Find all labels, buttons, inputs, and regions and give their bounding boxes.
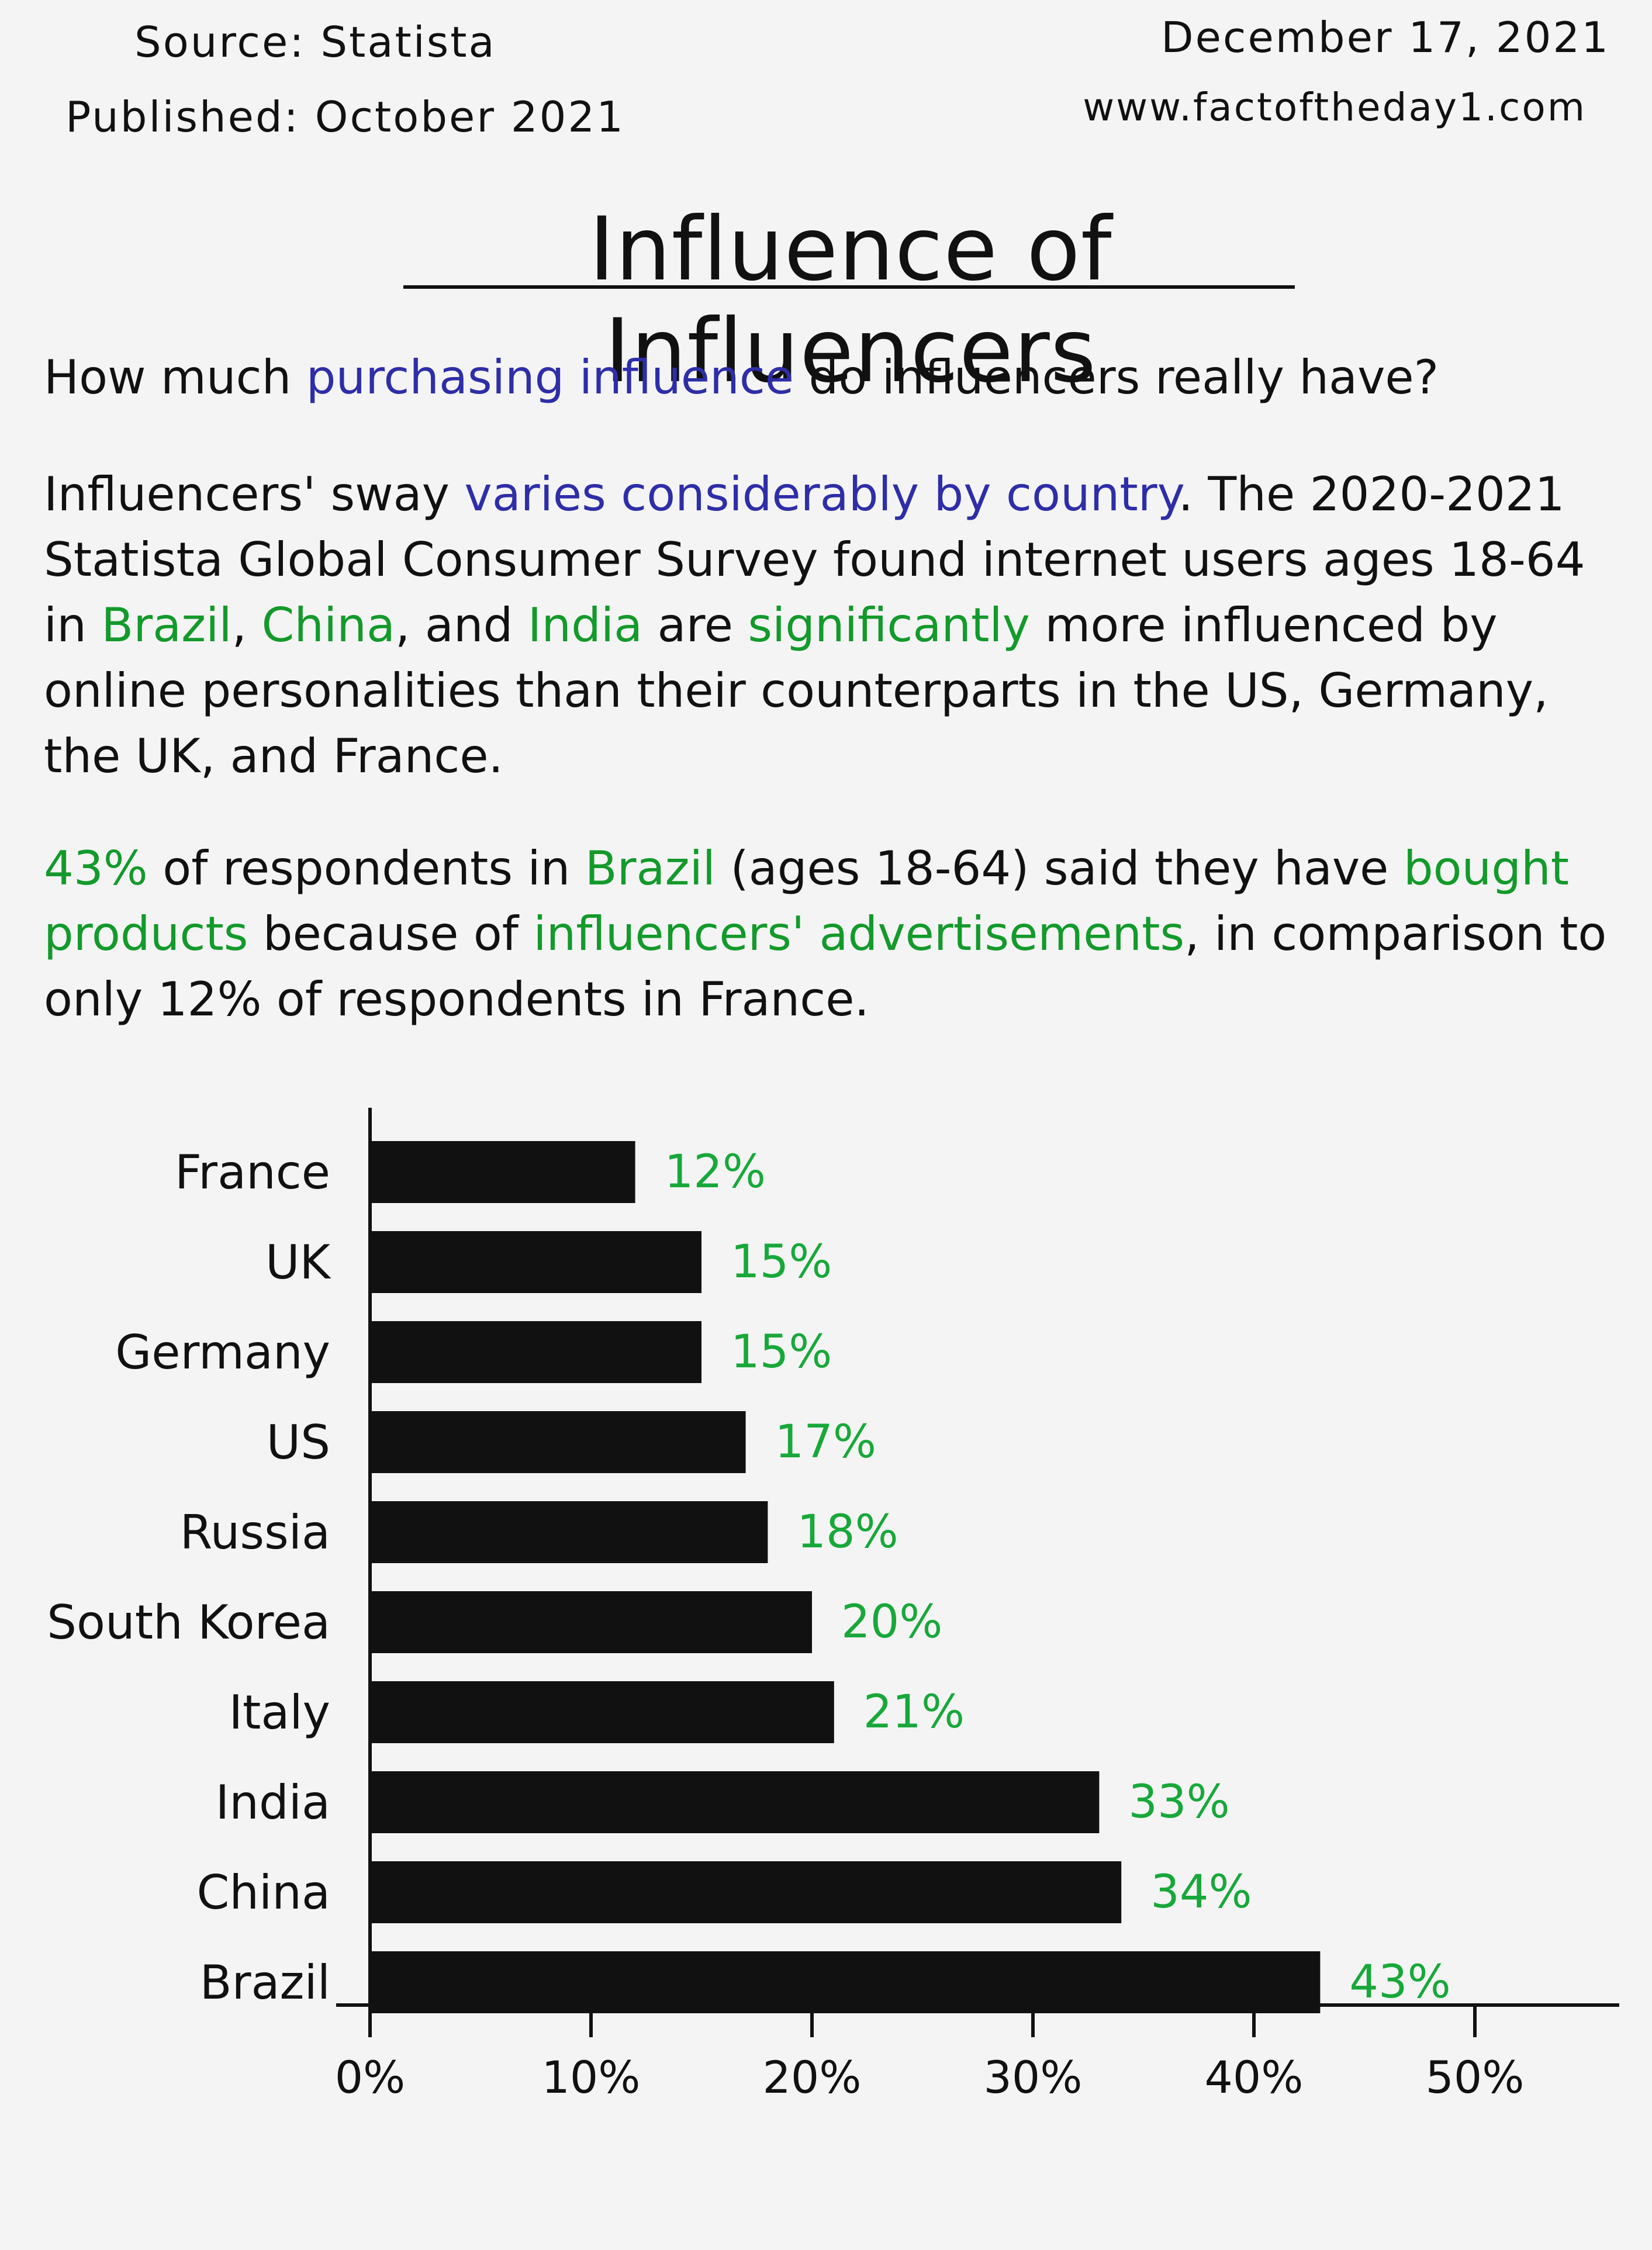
paragraph-brazil-stat: 43% of respondents in Brazil (ages 18-64…: [44, 836, 1610, 1032]
category-label: US: [267, 1415, 330, 1470]
text-run: are: [642, 598, 748, 652]
published-label: Published: October 2021: [65, 92, 625, 141]
value-label: 20%: [841, 1596, 942, 1648]
date-label: December 17, 2021: [1161, 13, 1610, 62]
source-label: Source: Statista: [134, 18, 496, 67]
text-run: Influencers' sway: [44, 467, 465, 521]
bar-uk: [370, 1231, 701, 1293]
x-tick-label: 10%: [542, 2051, 641, 2103]
x-tick-label: 0%: [335, 2051, 406, 2103]
value-label: 17%: [775, 1416, 876, 1468]
axis-layer: 0% 10% 20% 30% 40% 50%: [335, 1108, 1619, 2103]
category-label: Brazil: [200, 1955, 330, 2010]
value-label: 15%: [731, 1236, 832, 1288]
highlight-bought-products: bought products: [44, 841, 1570, 961]
title-underline: [403, 285, 1295, 289]
bar-india: [370, 1771, 1100, 1833]
text-run: , in comparison to only 12% of responden…: [44, 907, 1607, 1027]
highlight-china: China: [261, 598, 395, 652]
category-label: India: [216, 1775, 330, 1830]
highlight-india: India: [527, 598, 643, 652]
bar-china: [370, 1861, 1122, 1923]
bar-germany: [370, 1321, 701, 1383]
bar-brazil: [370, 1951, 1321, 2013]
highlight-brazil: Brazil: [585, 841, 716, 896]
bars-layer: [370, 1141, 1321, 2013]
text-run: (ages 18-64) said they have: [716, 841, 1404, 896]
category-label: Italy: [229, 1685, 330, 1740]
highlight-varies: varies considerably by country: [464, 467, 1178, 521]
highlight-43-percent: 43%: [44, 841, 148, 896]
highlight-significantly: significantly: [748, 598, 1030, 652]
highlight-influencer-ads: influencers' advertisements: [533, 907, 1185, 961]
question-part: do influencers really have?: [794, 350, 1439, 405]
bar-france: [370, 1141, 635, 1203]
bar-italy: [370, 1681, 834, 1743]
value-label: 21%: [863, 1686, 965, 1739]
page-title: Influence of Influencers: [589, 199, 1112, 402]
x-tick-label: 20%: [763, 2051, 862, 2103]
category-label: South Korea: [47, 1595, 330, 1650]
text-run: . The 2020-2021 Statista Global Consumer…: [44, 467, 1585, 652]
x-tick-label: 40%: [1205, 2051, 1304, 2103]
text-run: ,: [231, 598, 262, 652]
text-run: because of: [248, 907, 534, 961]
x-tick-label: 50%: [1426, 2051, 1525, 2103]
value-label: 18%: [797, 1506, 898, 1558]
question-text: How much purchasing influence do influen…: [44, 345, 1610, 410]
x-tick-label: 30%: [984, 2051, 1083, 2103]
category-label: Germany: [115, 1325, 330, 1380]
paragraph-country-sway: Influencers' sway varies considerably by…: [44, 462, 1610, 789]
category-label: China: [196, 1865, 330, 1920]
website-label: www.factoftheday1.com: [1083, 85, 1587, 130]
category-label: UK: [265, 1235, 332, 1290]
bar-russia: [370, 1501, 768, 1563]
highlight-brazil: Brazil: [101, 598, 232, 652]
text-run: more influenced by online personalities …: [44, 598, 1549, 783]
value-label: 15%: [731, 1326, 832, 1378]
category-label: Russia: [180, 1505, 330, 1560]
labels-layer: France 12% UK 15% Germany 15% US 17% Russia 18% So…: [47, 1145, 1451, 2010]
question-highlight: purchasing influence: [306, 350, 794, 405]
value-label: 34%: [1150, 1866, 1252, 1919]
text-run: , and: [395, 598, 528, 652]
bar-south-korea: [370, 1591, 812, 1653]
value-label: 12%: [665, 1146, 766, 1198]
value-label: 43%: [1349, 1956, 1450, 2009]
bar-us: [370, 1411, 746, 1473]
value-label: 33%: [1128, 1776, 1229, 1829]
category-label: France: [175, 1145, 330, 1200]
text-run: of respondents in: [147, 841, 585, 896]
question-part: How much: [44, 350, 306, 405]
